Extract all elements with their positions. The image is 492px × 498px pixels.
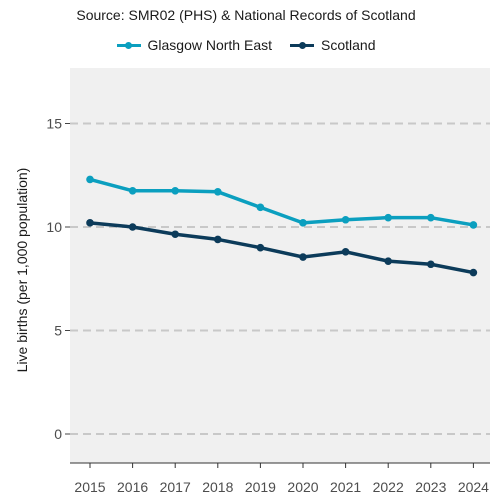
y-tick-label-5: 5 — [54, 323, 62, 339]
data-point-glasgow-north-east-2019 — [256, 203, 265, 212]
x-tick-label-2021: 2021 — [330, 479, 361, 495]
data-point-glasgow-north-east-2015 — [86, 175, 94, 184]
x-tick-label-2018: 2018 — [202, 479, 233, 495]
data-point-scotland-2017 — [171, 230, 179, 239]
x-tick-label-2017: 2017 — [160, 479, 191, 495]
data-point-scotland-2021 — [341, 248, 350, 256]
data-point-glasgow-north-east-2021 — [341, 215, 350, 224]
chart-source-caption: Source: SMR02 (PHS) & National Records o… — [76, 7, 416, 23]
y-tick-label-10: 10 — [46, 219, 62, 235]
data-point-glasgow-north-east-2023 — [427, 213, 435, 222]
data-point-glasgow-north-east-2022 — [384, 213, 393, 222]
data-point-scotland-2024 — [469, 268, 478, 277]
legend-label-scotland: Scotland — [321, 37, 376, 53]
data-point-glasgow-north-east-2024 — [469, 221, 478, 229]
x-tick-label-2016: 2016 — [117, 479, 148, 495]
x-tick-label-2015: 2015 — [74, 479, 105, 495]
y-tick-label-0: 0 — [54, 426, 62, 442]
chart-legend: Glasgow North East Scotland — [0, 37, 492, 53]
series-line-scotland — [88, 221, 476, 275]
series-line-glasgow-north-east — [88, 177, 476, 227]
x-tick-label-2019: 2019 — [245, 479, 276, 495]
data-point-scotland-2022 — [384, 257, 393, 265]
legend-key-glasgow-north-east — [116, 39, 141, 51]
x-tick-label-2024: 2024 — [458, 479, 489, 495]
y-tick-label-15: 15 — [46, 116, 62, 132]
data-point-glasgow-north-east-2020 — [299, 219, 307, 227]
data-point-scotland-2016 — [128, 223, 137, 231]
data-point-glasgow-north-east-2016 — [128, 186, 137, 195]
x-tick-label-2020: 2020 — [287, 479, 318, 495]
data-point-scotland-2020 — [299, 253, 307, 261]
data-point-glasgow-north-east-2017 — [171, 186, 179, 195]
data-point-scotland-2018 — [214, 235, 222, 244]
legend-label-glasgow-north-east: Glasgow North East — [147, 37, 273, 53]
legend-item-glasgow-north-east: Glasgow North East — [116, 37, 273, 53]
legend-key-scotland — [290, 39, 314, 51]
data-point-scotland-2023 — [427, 260, 435, 269]
legend-item-scotland: Scotland — [290, 37, 375, 53]
data-point-glasgow-north-east-2018 — [214, 188, 222, 196]
data-point-scotland-2019 — [256, 243, 265, 252]
x-tick-label-2023: 2023 — [415, 479, 446, 495]
plot-panel-background — [70, 68, 490, 463]
data-point-scotland-2015 — [86, 219, 94, 227]
x-tick-label-2022: 2022 — [373, 479, 404, 495]
